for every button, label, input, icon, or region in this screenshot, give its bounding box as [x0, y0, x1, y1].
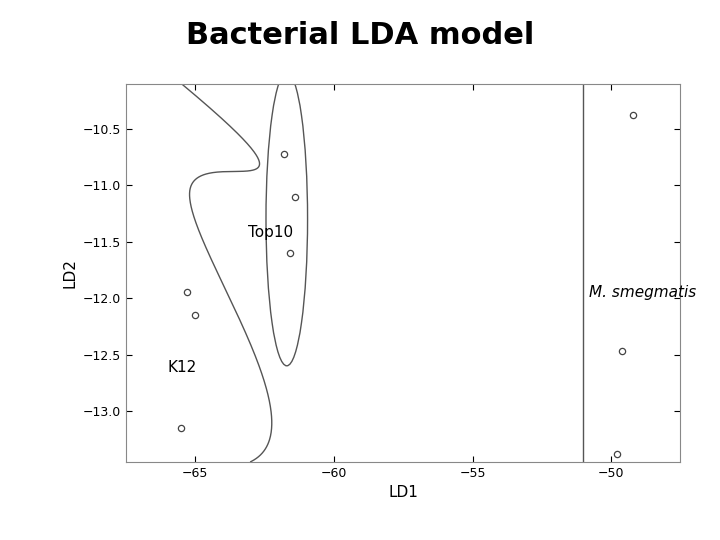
- Y-axis label: LD2: LD2: [62, 258, 77, 288]
- Text: Bacterial LDA model: Bacterial LDA model: [186, 21, 534, 50]
- X-axis label: LD1: LD1: [388, 485, 418, 500]
- Text: M. smegmatis: M. smegmatis: [589, 285, 696, 300]
- Text: WARWICK: WARWICK: [21, 506, 152, 528]
- Text: Top10: Top10: [248, 225, 293, 240]
- Text: K12: K12: [168, 360, 197, 375]
